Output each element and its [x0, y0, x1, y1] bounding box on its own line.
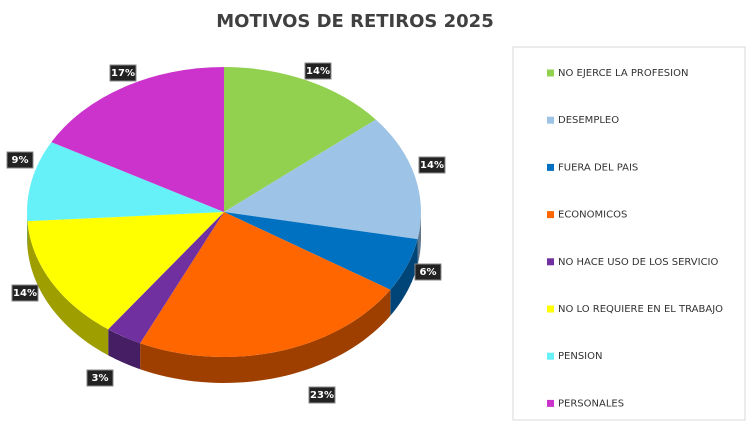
data-label-bg — [418, 156, 446, 174]
pie-side — [108, 329, 141, 370]
legend-label: NO EJERCE LA PROFESION — [558, 68, 688, 79]
data-label: 17% — [111, 68, 135, 79]
legend-swatch — [547, 163, 554, 171]
data-label-bg — [109, 64, 137, 82]
legend-swatch — [547, 69, 554, 77]
legend-label: FUERA DEL PAIS — [558, 162, 638, 173]
pie-slice — [51, 67, 224, 212]
pie-side — [417, 212, 421, 266]
legend-label: NO HACE USO DE LOS SERVICIO — [558, 257, 719, 268]
data-label: 14% — [306, 66, 330, 77]
data-label: 6% — [420, 267, 437, 278]
data-label-bg — [11, 284, 39, 302]
legend-swatch — [547, 211, 554, 219]
pie-slice — [27, 142, 225, 222]
data-label: 3% — [92, 373, 109, 384]
pie-slice — [140, 212, 391, 357]
legend-swatch — [547, 399, 554, 407]
pie-slice — [108, 212, 224, 344]
legend-label: PERSONALES — [558, 398, 624, 409]
pie-side — [27, 221, 109, 356]
data-label: 9% — [12, 155, 29, 166]
pie-slice — [224, 67, 376, 212]
pie-slice — [27, 212, 225, 330]
legend-label: PENSION — [558, 351, 602, 362]
data-label-bg — [308, 386, 336, 404]
data-label-bg — [414, 263, 442, 281]
data-label: 14% — [420, 160, 444, 171]
legend-label: NO LO REQUIERE EN EL TRABAJO — [558, 304, 723, 315]
chart-title: MOTIVOS DE RETIROS 2025 — [216, 11, 493, 32]
pie-side — [390, 239, 418, 316]
data-label: 23% — [310, 390, 334, 401]
legend-swatch — [547, 352, 554, 360]
legend-swatch — [547, 116, 554, 124]
data-label: 14% — [13, 288, 37, 299]
legend-label: ECONOMICOS — [558, 210, 627, 221]
pie-slice — [224, 212, 418, 290]
pie-slice — [224, 119, 421, 240]
data-label-bg — [6, 151, 34, 169]
legend-box — [512, 46, 746, 421]
legend-swatch — [547, 258, 554, 266]
data-label-bg — [86, 369, 114, 387]
legend-swatch — [547, 305, 554, 313]
pie-side — [140, 289, 391, 383]
legend-label: DESEMPLEO — [558, 115, 619, 126]
data-label-bg — [304, 62, 332, 80]
